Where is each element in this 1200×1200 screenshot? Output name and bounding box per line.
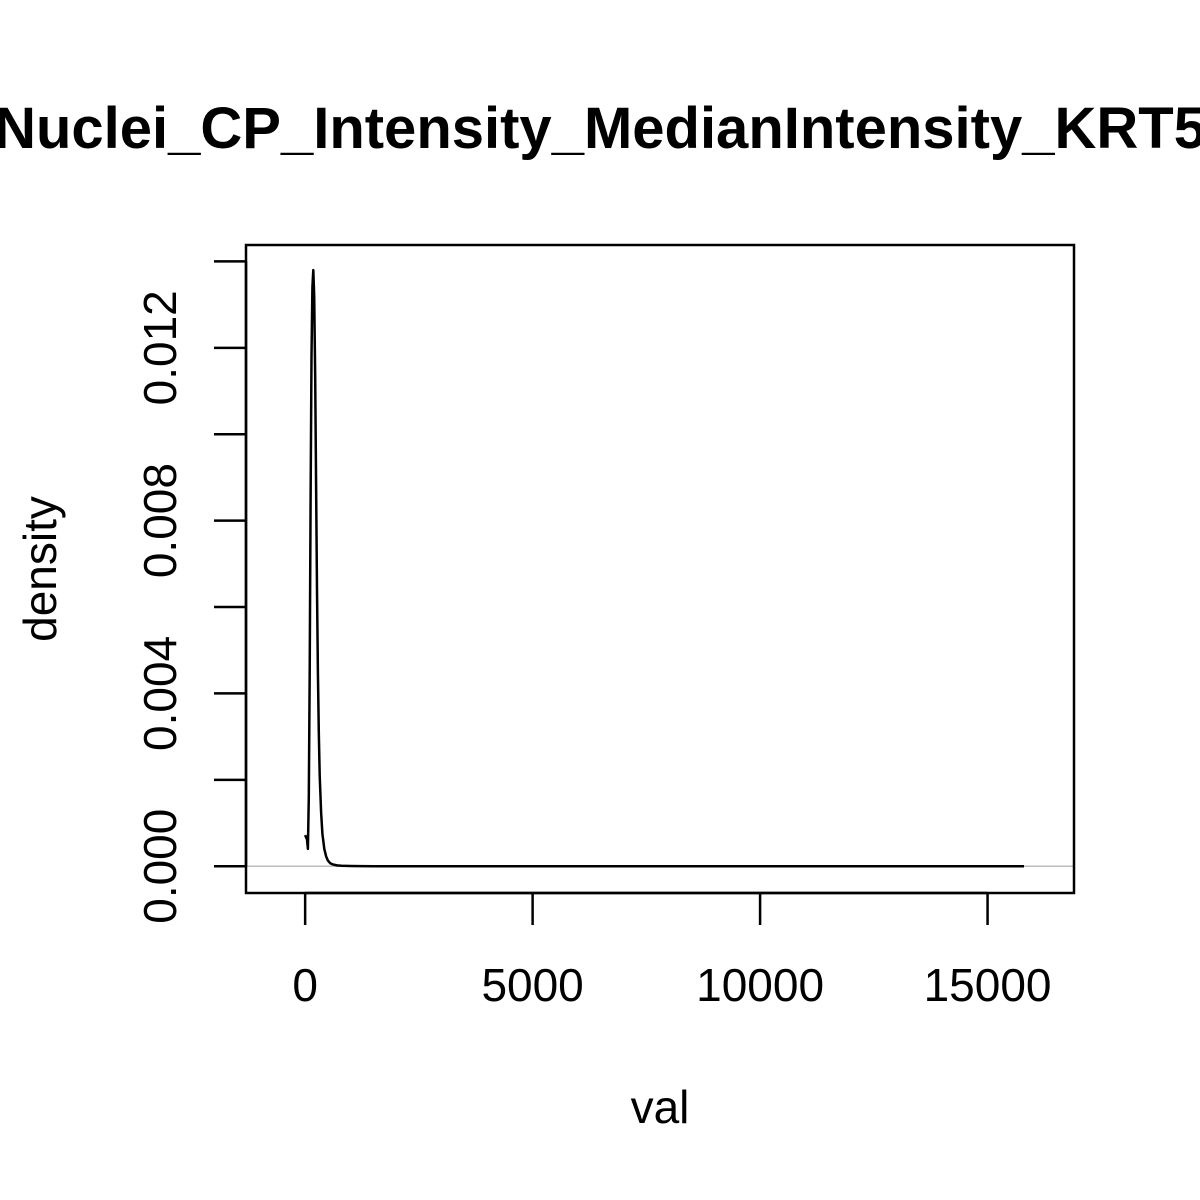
y-axis-label: density: [14, 496, 66, 642]
y-tick-label: 0.008: [134, 463, 186, 578]
x-axis-label: val: [631, 1081, 690, 1133]
y-tick-label: 0.004: [134, 636, 186, 751]
x-tick-label: 15000: [924, 959, 1052, 1011]
x-tick-label: 10000: [696, 959, 824, 1011]
y-tick-label: 0.012: [134, 290, 186, 405]
chart-title: Nuclei_CP_Intensity_MedianIntensity_KRT5: [0, 96, 1200, 161]
plot-area: [246, 268, 1074, 868]
x-axis: 0 5000 10000 15000: [292, 891, 1052, 1011]
density-curve: [303, 268, 1024, 868]
x-tick-label: 5000: [481, 959, 583, 1011]
y-axis: 0.000 0.004 0.008 0.012: [134, 260, 248, 924]
plot-frame: [244, 243, 1076, 895]
x-tick-label: 0: [292, 959, 318, 1011]
y-tick-label: 0.000: [134, 809, 186, 924]
